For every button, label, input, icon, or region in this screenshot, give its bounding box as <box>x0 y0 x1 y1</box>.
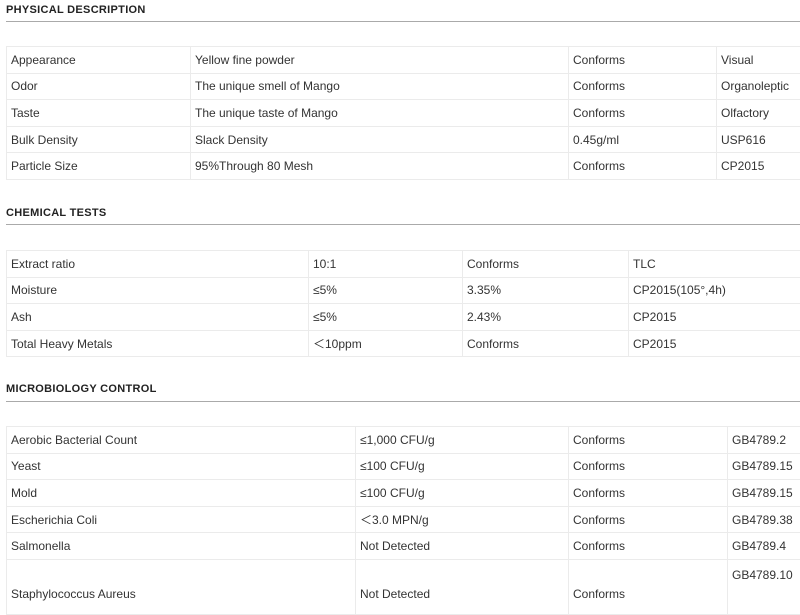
table-cell: Taste <box>7 100 191 127</box>
table-cell: Conforms <box>463 330 629 357</box>
table-cell: Conforms <box>569 427 728 454</box>
chemical-heading: CHEMICAL TESTS <box>6 207 107 219</box>
table-cell: 2.43% <box>463 304 629 331</box>
table-cell: Yeast <box>7 453 356 480</box>
table-cell: 95%Through 80 Mesh <box>191 153 569 180</box>
table-cell: GB4789.15 <box>728 453 800 480</box>
table-cell: GB4789.38 <box>728 506 800 533</box>
table-cell: Extract ratio <box>7 251 309 278</box>
table-cell: GB4789.10 <box>728 559 800 614</box>
table-cell: Not Detected <box>356 559 569 614</box>
table-cell: Particle Size <box>7 153 191 180</box>
table-cell: 10:1 <box>309 251 463 278</box>
table-cell: ≤5% <box>309 277 463 304</box>
table-cell: Conforms <box>569 100 717 127</box>
table-cell: ≤5% <box>309 304 463 331</box>
table-cell: Conforms <box>569 506 728 533</box>
divider <box>6 21 800 22</box>
table-cell: ≤100 CFU/g <box>356 480 569 507</box>
table-cell: ＜10ppm <box>309 330 463 357</box>
table-cell: Conforms <box>569 73 717 100</box>
table-cell: GB4789.4 <box>728 533 800 560</box>
table-cell: Organoleptic <box>717 73 800 100</box>
table-cell: 0.45g/ml <box>569 126 717 153</box>
table-row: Ash≤5%2.43%CP2015 <box>7 304 800 331</box>
table-cell: Conforms <box>569 480 728 507</box>
table-cell: Staphylococcus Aureus <box>7 559 356 614</box>
microbiology-heading: MICROBIOLOGY CONTROL <box>6 383 157 395</box>
table-cell: Conforms <box>569 153 717 180</box>
table-cell: Slack Density <box>191 126 569 153</box>
divider <box>6 401 800 402</box>
table-cell: Ash <box>7 304 309 331</box>
table-cell: Salmonella <box>7 533 356 560</box>
table-cell: Conforms <box>569 453 728 480</box>
table-cell: Moisture <box>7 277 309 304</box>
table-cell: Bulk Density <box>7 126 191 153</box>
table-cell: ＜3.0 MPN/g <box>356 506 569 533</box>
table-cell: ≤100 CFU/g <box>356 453 569 480</box>
table-cell: CP2015(105°,4h) <box>629 277 800 304</box>
divider <box>6 224 800 225</box>
table-cell: CP2015 <box>717 153 800 180</box>
table-cell: Olfactory <box>717 100 800 127</box>
table-cell: The unique taste of Mango <box>191 100 569 127</box>
table-cell: The unique smell of Mango <box>191 73 569 100</box>
table-cell: Conforms <box>569 559 728 614</box>
table-cell: GB4789.2 <box>728 427 800 454</box>
table-cell: Conforms <box>463 251 629 278</box>
table-cell: Total Heavy Metals <box>7 330 309 357</box>
table-cell: CP2015 <box>629 330 800 357</box>
table-cell: ≤1,000 CFU/g <box>356 427 569 454</box>
table-cell: TLC <box>629 251 800 278</box>
table-cell: Conforms <box>569 533 728 560</box>
table-cell: Mold <box>7 480 356 507</box>
table-cell: Not Detected <box>356 533 569 560</box>
table-cell: Yellow fine powder <box>191 47 569 74</box>
table-cell: Conforms <box>569 47 717 74</box>
table-cell: GB4789.15 <box>728 480 800 507</box>
table-row: Moisture≤5%3.35%CP2015(105°,4h) <box>7 277 800 304</box>
table-cell: Visual <box>717 47 800 74</box>
table-cell: Aerobic Bacterial Count <box>7 427 356 454</box>
physical-heading: PHYSICAL DESCRIPTION <box>6 4 146 16</box>
table-cell: Escherichia Coli <box>7 506 356 533</box>
table-cell: USP616 <box>717 126 800 153</box>
table-cell: Appearance <box>7 47 191 74</box>
table-cell: Odor <box>7 73 191 100</box>
table-cell: CP2015 <box>629 304 800 331</box>
table-cell: 3.35% <box>463 277 629 304</box>
